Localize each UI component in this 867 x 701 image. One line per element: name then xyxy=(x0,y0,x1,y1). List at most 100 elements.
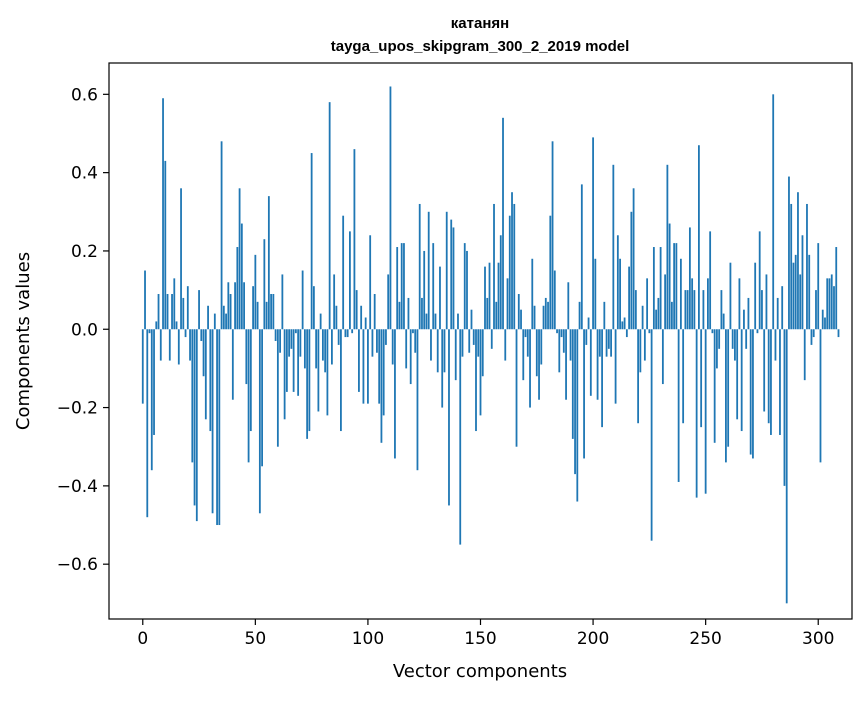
bar xyxy=(567,282,570,330)
bar xyxy=(549,215,552,330)
bar xyxy=(349,231,351,330)
bar xyxy=(466,250,468,330)
bar xyxy=(200,329,203,341)
bar xyxy=(436,329,439,373)
bar xyxy=(351,329,354,334)
chart-subtitle: tayga_upos_skipgram_300_2_2019 model xyxy=(331,38,630,55)
x-tick-label: 0 xyxy=(137,629,148,649)
bar xyxy=(731,329,734,349)
bar xyxy=(490,329,493,349)
bar xyxy=(673,243,676,330)
bar xyxy=(508,215,511,330)
bar xyxy=(535,329,538,377)
x-tick-label: 150 xyxy=(464,629,496,649)
bar xyxy=(729,262,732,330)
bar xyxy=(655,309,658,330)
bar xyxy=(652,247,655,330)
bar xyxy=(403,243,405,330)
bar xyxy=(824,317,826,330)
bar xyxy=(738,278,741,330)
x-tick-label: 100 xyxy=(352,629,384,649)
y-tick-label: 0.6 xyxy=(71,85,98,105)
bar xyxy=(355,290,358,330)
bar xyxy=(488,262,491,330)
bar xyxy=(173,278,176,330)
bar xyxy=(358,329,360,392)
bar xyxy=(441,329,444,408)
bar xyxy=(432,243,435,330)
bar xyxy=(540,329,543,365)
bar xyxy=(621,321,624,330)
bar xyxy=(547,301,549,330)
bar xyxy=(583,329,585,459)
bar xyxy=(556,329,558,334)
bar xyxy=(819,329,822,463)
bar xyxy=(425,313,428,330)
bar xyxy=(605,329,608,357)
bar xyxy=(463,243,466,330)
bar xyxy=(317,329,320,412)
bar xyxy=(164,160,167,330)
bar xyxy=(752,329,754,459)
bar xyxy=(589,329,592,396)
bar xyxy=(238,188,241,330)
bar xyxy=(155,321,158,330)
bar xyxy=(240,223,243,330)
bar xyxy=(202,329,205,377)
bar xyxy=(324,329,327,373)
bar xyxy=(279,329,282,353)
bar xyxy=(308,329,311,432)
bar xyxy=(191,329,194,463)
bar xyxy=(815,290,817,330)
bar xyxy=(340,329,342,432)
bar xyxy=(515,329,518,447)
bar xyxy=(533,305,536,330)
bar xyxy=(727,329,730,447)
bar xyxy=(369,235,372,330)
bar xyxy=(661,329,664,385)
bar xyxy=(779,329,781,435)
bar xyxy=(781,286,784,330)
bar xyxy=(833,286,835,330)
bar xyxy=(195,329,198,522)
bar xyxy=(610,329,612,357)
bar xyxy=(756,329,759,334)
bar xyxy=(294,329,297,334)
bar xyxy=(558,329,561,373)
bar xyxy=(612,164,615,330)
bar xyxy=(758,231,761,330)
bar xyxy=(315,329,318,369)
bar xyxy=(648,329,651,334)
bar xyxy=(785,329,788,604)
bar xyxy=(639,329,642,373)
bar xyxy=(328,102,331,330)
bar xyxy=(290,329,293,349)
bar xyxy=(382,329,385,416)
bar xyxy=(817,243,820,330)
bar xyxy=(707,278,709,330)
bar xyxy=(495,301,498,330)
bar xyxy=(258,329,261,514)
bar xyxy=(801,235,804,330)
bar xyxy=(486,297,489,330)
bar xyxy=(445,211,448,330)
bar xyxy=(461,329,464,357)
bar xyxy=(698,145,700,330)
bar xyxy=(553,270,556,330)
bar xyxy=(457,313,459,330)
bar xyxy=(783,329,786,486)
bar xyxy=(434,313,437,330)
bar xyxy=(182,297,185,330)
bar xyxy=(511,192,513,330)
bar xyxy=(531,258,534,330)
bar xyxy=(614,329,617,404)
bar xyxy=(193,329,196,506)
bar xyxy=(360,305,363,330)
bar xyxy=(272,294,275,330)
y-ticks-group: −0.6 −0.4 −0.2 0.0 0.2 0.4 0.6 xyxy=(57,85,109,575)
bar xyxy=(263,239,266,330)
bar xyxy=(409,329,412,385)
bar xyxy=(459,329,462,545)
bar xyxy=(704,329,707,494)
